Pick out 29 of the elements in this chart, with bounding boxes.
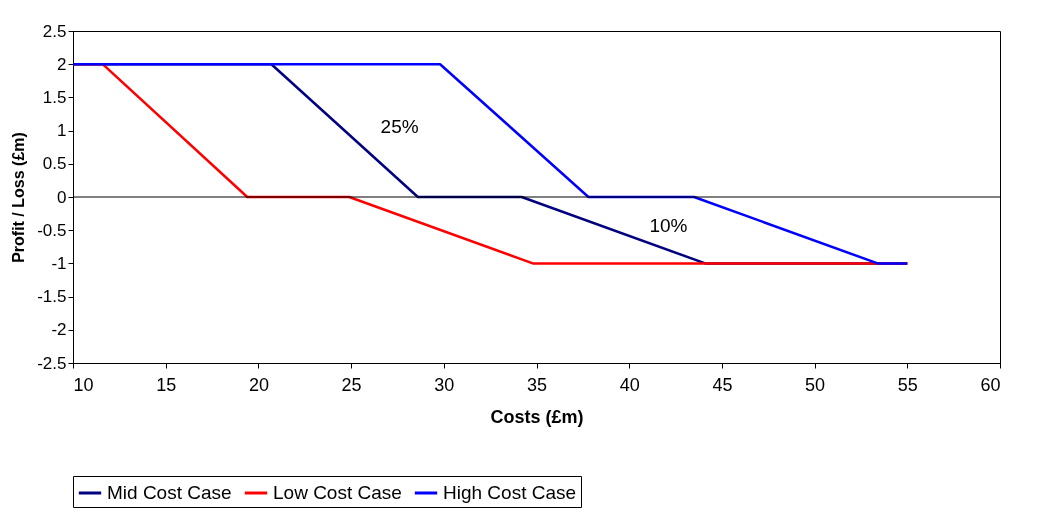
- x-tick-label: 55: [897, 374, 918, 395]
- y-tick-label: -1: [51, 253, 67, 273]
- y-tick-label: 2.5: [42, 21, 67, 41]
- x-tick-label: 35: [526, 374, 548, 395]
- x-tick-label: 60: [980, 374, 1001, 395]
- x-tick-label: 10: [73, 374, 94, 395]
- y-tick-label: 1: [57, 121, 67, 141]
- legend-label: High Cost Case: [443, 482, 577, 503]
- annotation: 25%: [380, 115, 419, 137]
- x-tick-label: 50: [805, 374, 826, 395]
- y-tick-label: -2: [51, 320, 67, 340]
- annotation: 10%: [649, 215, 688, 237]
- y-tick-label: 0: [57, 187, 67, 207]
- legend-label: Low Cost Case: [273, 482, 402, 503]
- x-tick-label: 25: [341, 374, 362, 395]
- x-tick-label: 40: [619, 374, 640, 395]
- y-tick-label: -0.5: [37, 220, 67, 240]
- x-tick-label: 15: [156, 374, 177, 395]
- x-tick-label: 20: [248, 374, 269, 395]
- y-tick-label: 0.5: [42, 154, 67, 174]
- y-tick-label: -2.5: [37, 353, 67, 373]
- y-tick-label: 2: [57, 54, 67, 74]
- legend-label: Mid Cost Case: [107, 482, 232, 503]
- y-tick-label: 1.5: [42, 87, 67, 107]
- x-axis-title: Costs (£m): [490, 406, 584, 427]
- y-tick-label: -1.5: [37, 287, 67, 307]
- x-tick-label: 30: [434, 374, 455, 395]
- y-axis-title: Profit / Loss (£m): [10, 132, 28, 263]
- x-tick-label: 45: [712, 374, 733, 395]
